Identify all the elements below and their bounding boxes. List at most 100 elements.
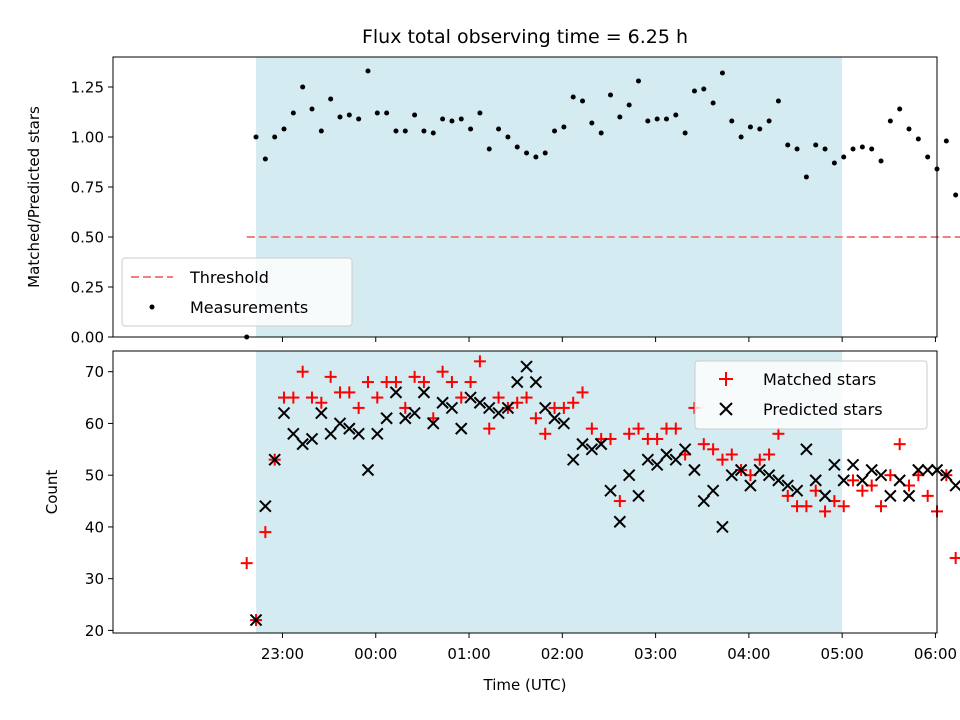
matched-star-point bbox=[296, 365, 309, 378]
measurement-point bbox=[533, 154, 539, 160]
top-ytick-label: 1.00 bbox=[71, 129, 104, 147]
predicted-star-point bbox=[790, 484, 804, 497]
predicted-star-point bbox=[716, 520, 729, 534]
measurement-point bbox=[831, 160, 837, 166]
predicted-star-point bbox=[259, 500, 272, 513]
measurement-point bbox=[598, 130, 604, 136]
measurement-point bbox=[524, 150, 530, 156]
predicted-star-point bbox=[511, 375, 524, 389]
bottom-xtick-label: 04:00 bbox=[727, 645, 770, 663]
bottom-points bbox=[240, 355, 960, 627]
predicted-star-point bbox=[762, 468, 776, 482]
measurement-point bbox=[635, 78, 641, 84]
legend-predicted-label: Predicted stars bbox=[763, 400, 883, 419]
bottom-xtick-label: 05:00 bbox=[821, 645, 864, 663]
measurement-point bbox=[747, 124, 753, 130]
predicted-star-point bbox=[473, 396, 487, 409]
matched-star-point bbox=[361, 376, 374, 389]
measurement-point bbox=[813, 142, 819, 148]
predicted-star-point bbox=[846, 458, 860, 472]
measurement-point bbox=[356, 116, 362, 122]
matched-star-point bbox=[716, 453, 729, 466]
predicted-star-point bbox=[399, 412, 412, 425]
predicted-star-point bbox=[585, 443, 599, 456]
matched-star-point bbox=[315, 396, 328, 409]
measurement-point bbox=[701, 86, 707, 92]
measurement-point bbox=[878, 158, 884, 164]
measurement-point bbox=[915, 136, 921, 142]
matched-star-point bbox=[389, 376, 402, 389]
measurement-point bbox=[710, 100, 716, 106]
bottom-xtick-label: 01:00 bbox=[447, 645, 490, 663]
matched-star-point bbox=[847, 474, 860, 487]
measurement-point bbox=[561, 124, 567, 130]
measurement-point bbox=[328, 96, 334, 102]
predicted-star-point bbox=[884, 489, 897, 503]
measurement-point bbox=[850, 146, 856, 152]
predicted-star-point bbox=[902, 489, 916, 503]
measurement-point bbox=[822, 146, 828, 152]
matched-star-point bbox=[557, 401, 570, 414]
legend-predicted-swatch bbox=[719, 402, 733, 416]
measurement-point bbox=[645, 118, 651, 124]
predicted-star-point bbox=[697, 494, 710, 508]
predicted-star-point bbox=[277, 406, 291, 420]
top-y-axis: 0.00 0.25 0.50 0.75 1.00 1.25 bbox=[71, 79, 113, 347]
bottom-xtick-label: 23:00 bbox=[261, 645, 304, 663]
matched-star-point bbox=[669, 422, 682, 435]
measurement-point bbox=[542, 150, 548, 156]
top-ytick-label: 1.25 bbox=[71, 79, 104, 97]
matched-star-point bbox=[492, 391, 505, 404]
matched-star-point bbox=[306, 391, 319, 404]
legend-matched-swatch bbox=[719, 372, 733, 386]
predicted-star-point bbox=[343, 422, 356, 435]
bottom-ytick-label: 40 bbox=[85, 518, 104, 536]
predicted-star-point bbox=[249, 613, 263, 627]
measurement-point bbox=[402, 128, 408, 134]
measurement-point bbox=[393, 128, 399, 134]
measurement-point bbox=[496, 126, 502, 132]
predicted-star-point bbox=[287, 427, 300, 440]
measurement-point bbox=[337, 114, 343, 120]
bottom-xtick-label: 06:00 bbox=[914, 645, 957, 663]
bottom-y-axis: 20 30 40 50 60 70 bbox=[85, 363, 113, 640]
predicted-star-point bbox=[921, 463, 934, 477]
bottom-xlabel: Time (UTC) bbox=[483, 676, 567, 694]
matched-star-point bbox=[539, 427, 552, 440]
measurement-point bbox=[626, 102, 632, 108]
measurement-point bbox=[859, 144, 865, 150]
predicted-star-point bbox=[772, 474, 785, 487]
bottom-axes-frame bbox=[112, 350, 938, 634]
legend-threshold-label: Threshold bbox=[189, 268, 269, 287]
predicted-star-point bbox=[734, 463, 748, 477]
bottom-ytick-label: 70 bbox=[85, 363, 104, 381]
measurement-point bbox=[290, 110, 296, 116]
predicted-star-point bbox=[557, 417, 571, 430]
matched-star-point bbox=[576, 386, 589, 399]
matched-star-point bbox=[921, 489, 934, 502]
matched-star-point bbox=[875, 500, 888, 513]
measurement-point bbox=[440, 116, 446, 122]
bottom-ytick-label: 20 bbox=[85, 622, 104, 640]
predicted-star-point bbox=[865, 463, 878, 477]
measurement-point bbox=[514, 144, 520, 150]
predicted-star-point bbox=[874, 468, 888, 482]
matched-star-point bbox=[707, 443, 720, 456]
predicted-star-point bbox=[753, 463, 766, 477]
matched-star-point bbox=[772, 427, 785, 440]
bottom-panel: 20 30 40 50 60 70 23:00 00:00 01:00 02:00 03:00 04… bbox=[43, 350, 960, 694]
measurement-point bbox=[887, 118, 893, 124]
matched-star-point bbox=[352, 401, 365, 414]
predicted-star-point bbox=[856, 474, 869, 487]
measurement-point bbox=[468, 126, 474, 132]
bottom-xtick-label: 02:00 bbox=[541, 645, 584, 663]
matched-star-point bbox=[856, 484, 869, 497]
matched-star-point bbox=[753, 453, 766, 466]
matched-star-point bbox=[613, 495, 626, 508]
bottom-x-axis: 23:00 00:00 01:00 02:00 03:00 04:00 05:00 06:00 bbox=[261, 633, 957, 663]
predicted-star-point bbox=[371, 427, 384, 440]
measurement-point bbox=[673, 112, 679, 118]
measurement-point bbox=[505, 134, 511, 140]
predicted-star-point bbox=[445, 401, 459, 415]
